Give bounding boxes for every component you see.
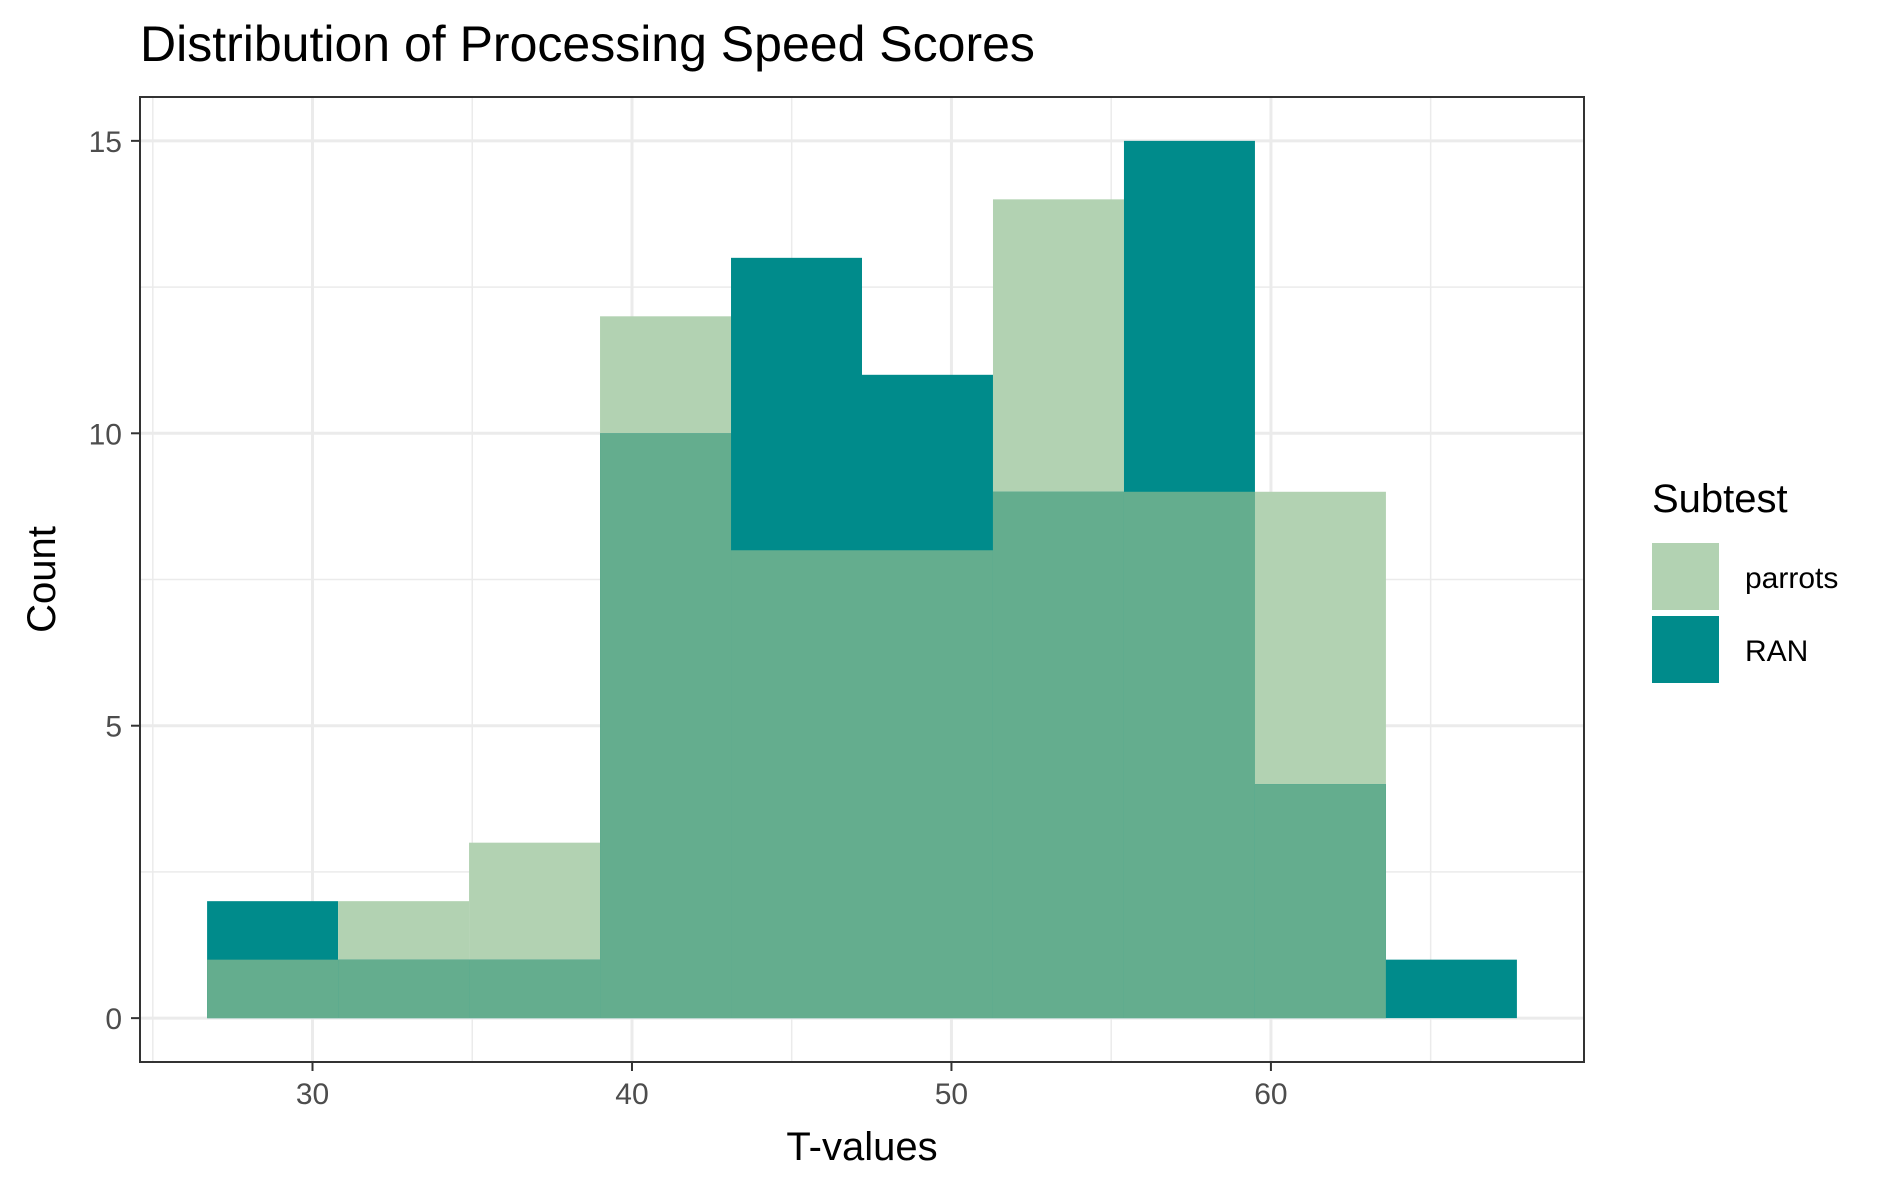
bar-overlap (1254, 784, 1386, 1019)
panel-border (139, 96, 1585, 1063)
bar-overlap (992, 491, 1124, 1019)
bar-overlap (600, 433, 732, 1019)
bar-overlap (1123, 491, 1255, 1019)
y-axis: 0 5 10 15 (89, 126, 140, 1036)
y-axis-title: Count (20, 526, 64, 633)
x-axis-title: T-values (786, 1125, 937, 1169)
bar-ran (1385, 959, 1517, 1019)
bar-overlap (469, 959, 601, 1019)
chart-title: Distribution of Processing Speed Scores (140, 16, 1035, 72)
x-axis: 30 40 50 60 (296, 1062, 1288, 1111)
legend-label-parrots: parrots (1745, 562, 1838, 595)
x-tick-label: 50 (935, 1078, 968, 1111)
bar-overlap (731, 550, 862, 1019)
plot-panel (139, 96, 1585, 1063)
legend-key-ran (1652, 616, 1719, 683)
y-tick-label: 10 (89, 418, 122, 451)
histogram-bars (207, 140, 1517, 1019)
bar-overlap (338, 959, 470, 1019)
y-tick-label: 0 (105, 1003, 122, 1036)
x-tick-label: 60 (1254, 1078, 1287, 1111)
y-tick-label: 15 (89, 126, 122, 159)
y-tick-label: 5 (105, 711, 122, 744)
legend-title: Subtest (1652, 477, 1788, 521)
bar-overlap (862, 550, 993, 1019)
x-tick-label: 40 (615, 1078, 648, 1111)
legend-label-ran: RAN (1745, 635, 1808, 668)
x-tick-label: 30 (296, 1078, 329, 1111)
legend-key-parrots (1652, 543, 1719, 610)
bar-overlap (207, 959, 339, 1019)
legend: Subtest parrots RAN (1652, 477, 1838, 683)
